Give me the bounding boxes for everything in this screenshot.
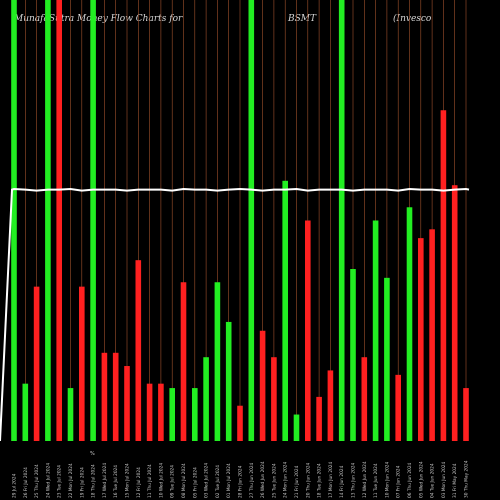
x-tick-label: 08 Mon Jul 2024 <box>181 463 187 498</box>
x-tick-label: 20 Thu Jun 2024 <box>305 462 311 498</box>
x-tick-label: 27 Thu Jun 2024 <box>249 462 255 498</box>
x-tick-labels: 29 Jul 2024 26 Fri Jul 2024 25 Thu Jul 202… <box>12 460 470 498</box>
x-tick-label: 18 Tue Jun 2024 <box>317 463 323 498</box>
bar-up <box>293 414 300 441</box>
x-tick-label: 24 Wed Jul 2024 <box>45 463 51 498</box>
bar-down <box>180 282 187 441</box>
bar-down <box>79 286 85 441</box>
bar-down <box>327 370 334 441</box>
x-tick-label: 09 Tue Jul 2024 <box>170 465 176 498</box>
chart-title-symbol: BSMT <box>288 14 316 24</box>
bar-down <box>451 185 458 441</box>
bar-up <box>214 282 221 441</box>
x-tick-label: 30 Thu May 2024 <box>464 460 470 498</box>
x-tick-label: 21 Fri Jun 2024 <box>294 465 300 498</box>
x-tick-label: 12 Fri Jul 2024 <box>136 467 142 498</box>
x-tick-label: 25 Thu Jul 2024 <box>34 464 40 498</box>
bar-down <box>429 229 435 441</box>
bar-up <box>384 277 390 441</box>
x-tick-label: 10 Mon Jun 2024 <box>384 461 390 498</box>
bar-down <box>305 220 311 441</box>
bar-down <box>418 238 424 441</box>
x-tick-label: 22 Mon Jul 2024 <box>68 463 74 498</box>
x-tick-label: 24 Mon Jun 2024 <box>283 461 289 498</box>
stray-mark: % <box>90 451 95 457</box>
bar-up <box>372 220 379 441</box>
x-tick-label: 02 Tue Jul 2024 <box>215 465 221 498</box>
x-tick-label: 15 Mon Jul 2024 <box>125 463 131 498</box>
chart-title-fund: (Invesco <box>393 14 432 24</box>
x-tick-label: 25 Tue Jun 2024 <box>271 463 277 498</box>
x-tick-label: 03 Mon Jun 2024 <box>441 461 447 498</box>
bar-up <box>248 0 255 441</box>
bar-down <box>56 0 62 441</box>
bar-down <box>101 352 108 441</box>
x-tick-label: 04 Tue Jun 2024 <box>430 463 436 498</box>
bar-up <box>169 388 175 441</box>
bar-up <box>90 0 96 441</box>
x-tick-label: 06 Thu Jun 2024 <box>407 462 413 498</box>
x-tick-label: 26 Fri Jul 2024 <box>23 467 29 498</box>
bar-down <box>271 357 277 441</box>
bar-up <box>45 0 51 441</box>
bar-down <box>395 374 401 441</box>
x-tick-label: 03 Wed Jul 2024 <box>204 463 210 498</box>
x-tick-label: 05 Wed Jun 2024 <box>418 461 424 498</box>
x-tick-label: 14 Fri Jun 2024 <box>339 465 345 498</box>
bar-up <box>406 207 413 441</box>
x-tick-label: 17 Mon Jun 2024 <box>328 461 334 498</box>
bar-up <box>11 0 17 441</box>
bar-up <box>282 180 288 441</box>
bar-down <box>146 383 153 441</box>
bar-down <box>361 357 368 441</box>
bar-up <box>192 388 198 441</box>
x-tick-label: 26 Wed Jun 2024 <box>260 461 266 498</box>
x-tick-label: 11 Tue Jun 2024 <box>373 463 379 498</box>
chart-title-prefix: MunafaSutra Money Flow Charts for <box>14 14 183 24</box>
bar-down <box>316 396 322 441</box>
bar-up <box>22 383 29 441</box>
bar-down <box>237 405 243 441</box>
bar-down <box>135 260 142 441</box>
bar-up <box>67 388 74 441</box>
x-tick-label: 29 Jul 2024 <box>12 473 18 498</box>
x-tick-label: 23 Tue Jul 2024 <box>57 465 63 498</box>
bar-down <box>112 352 119 441</box>
x-tick-label: 28 Fri Jun 2024 <box>238 465 244 498</box>
bar-down <box>440 110 447 441</box>
x-tick-label: 16 Tue Jul 2024 <box>113 465 119 498</box>
x-tick-label: 12 Wed Jun 2024 <box>362 461 368 498</box>
bar-down <box>33 286 40 441</box>
average-line <box>0 188 470 442</box>
bar-down <box>158 383 164 441</box>
bars <box>11 0 469 441</box>
x-tick-label: 11 Thu Jul 2024 <box>147 464 153 498</box>
bar-up <box>350 269 356 441</box>
bar-up <box>225 321 232 441</box>
x-tick-label: 01 Mon Jul 2024 <box>226 463 232 498</box>
bar-down <box>124 366 130 441</box>
bar-down <box>259 330 266 441</box>
x-tick-label: 17 Wed Jul 2024 <box>102 463 108 498</box>
bar-up <box>203 357 209 441</box>
x-tick-label: 18 Thu Jul 2024 <box>91 464 97 498</box>
bar-up <box>338 0 345 441</box>
x-tick-label: 31 Fri May 2024 <box>452 463 458 498</box>
x-tick-label: 07 Fri Jun 2024 <box>396 465 402 498</box>
x-tick-label: 05 Fri Jul 2024 <box>192 467 198 498</box>
x-tick-label: 13 Thu Jun 2024 <box>351 462 357 498</box>
x-tick-label: 10 Wed Jul 2024 <box>158 463 164 498</box>
bar-down <box>463 388 469 441</box>
x-tick-label: 19 Fri Jul 2024 <box>79 467 85 498</box>
